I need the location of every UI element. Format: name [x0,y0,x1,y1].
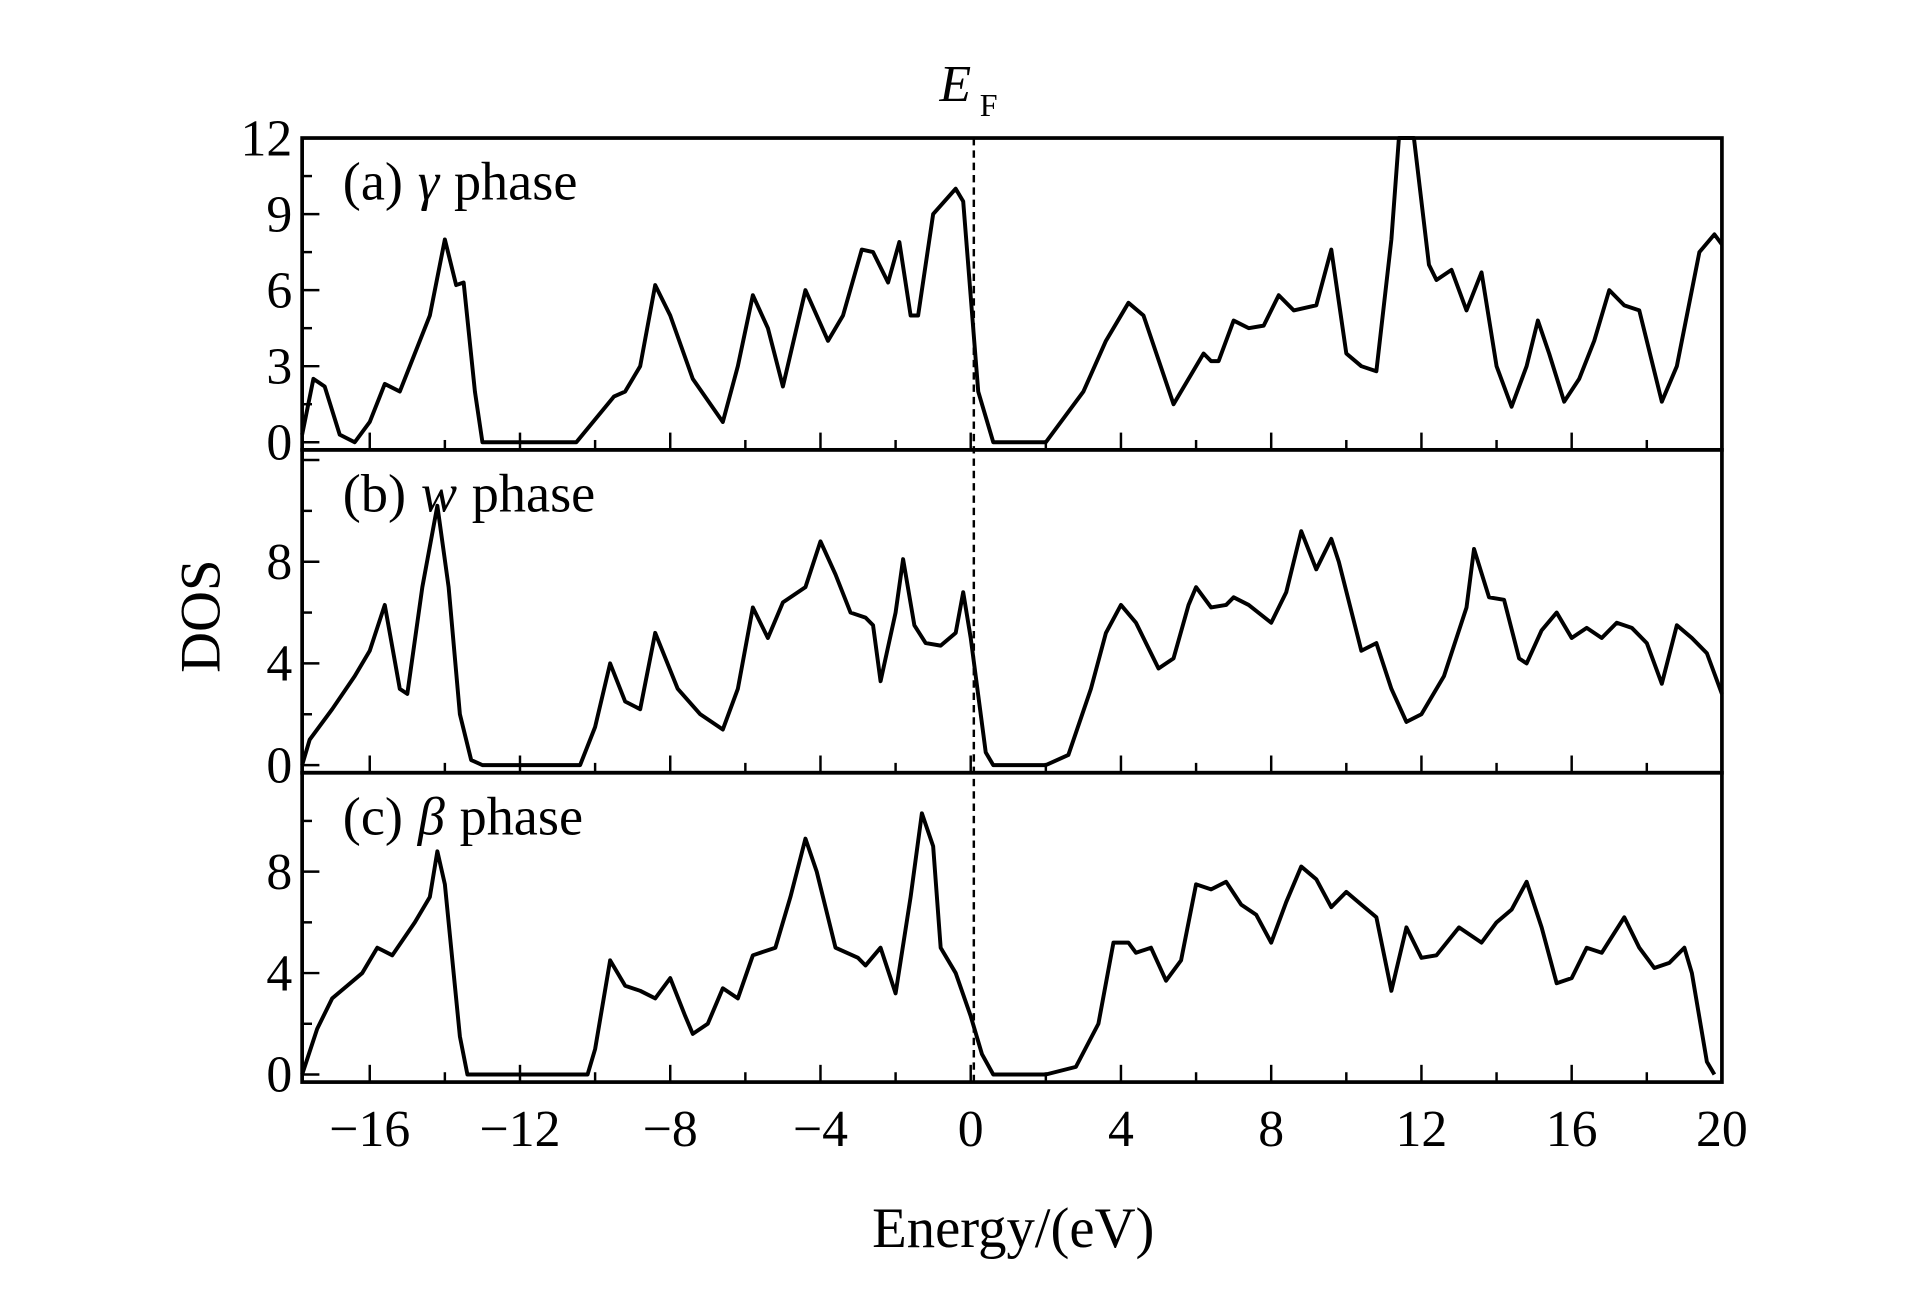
x-tick-label: 20 [1696,1101,1748,1158]
y-tick-label: 3 [266,338,292,395]
y-tick-label: 6 [266,262,292,319]
dos-curve-a [300,136,1724,445]
panel-frame [300,770,1724,1084]
panel-label-prefix: (a) [343,152,403,212]
x-tick-label: 12 [1396,1101,1448,1158]
panel-label: (b) w phase [343,463,595,523]
panel-label-suffix: phase [454,152,577,212]
dos-curve-b [300,503,1724,768]
x-tick-label: 16 [1546,1101,1598,1158]
x-tick-label: 8 [1258,1101,1284,1158]
dos-curve-c [300,811,1717,1077]
y-tick-label: 4 [266,636,292,693]
panel-label-symbol: β [417,786,445,846]
panel-label-prefix: (b) [343,463,406,523]
x-tick-label: 4 [1108,1101,1134,1158]
y-tick-label: 8 [266,844,292,901]
y-tick-label: 12 [241,110,293,167]
panel-label-suffix: phase [460,786,583,846]
x-tick-label: −12 [480,1101,561,1158]
y-tick-label: 0 [266,737,292,794]
panel-c: 0 4 8 (c) β phase [266,770,1724,1104]
panel-a: 0 3 6 9 12 (a) γ phase [241,110,1724,471]
y-tick-label: 9 [266,186,292,243]
panel-b: 0 4 8 (b) w phase [266,447,1724,794]
y-tick-label: 0 [266,414,292,471]
panel-label: (a) γ phase [343,152,578,212]
x-tick-label: 0 [958,1101,984,1158]
x-tick-label: −8 [643,1101,698,1158]
x-tick-label: −16 [329,1101,410,1158]
x-tick-label: −4 [793,1101,848,1158]
fermi-label-subscript: F [980,87,998,123]
y-tick-label: 0 [266,1047,292,1104]
fermi-label: E [939,56,972,113]
y-tick-label: 8 [266,534,292,591]
x-axis-label: Energy/(eV) [872,1197,1154,1260]
panel-label-symbol: γ [418,152,441,212]
panel-label: (c) β phase [343,786,583,846]
panel-label-prefix: (c) [343,786,403,846]
panel-label-suffix: phase [472,463,595,523]
y-tick-label: 4 [266,945,292,1002]
y-axis-label: DOS [170,560,233,673]
